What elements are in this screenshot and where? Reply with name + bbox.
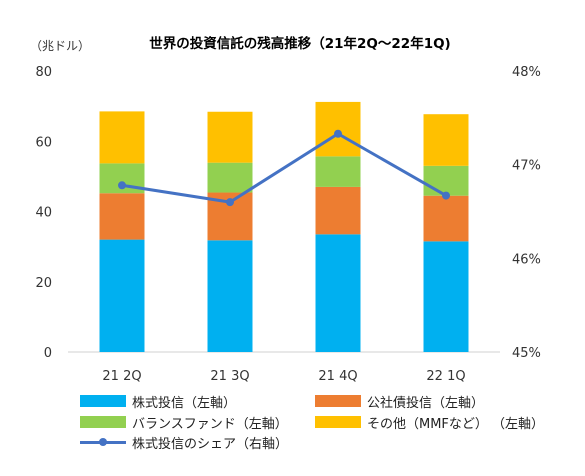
left-axis-tick-label: 20 (35, 276, 52, 291)
share-point (334, 129, 342, 138)
legend-swatch-bond-funds (315, 395, 361, 407)
bar-segment-4 (423, 114, 469, 166)
left-axis-unit-label: （兆ドル） (30, 39, 90, 53)
share-point (442, 191, 450, 200)
bar-segment-3 (315, 156, 361, 187)
bar-segment-1 (207, 240, 253, 352)
legend-label-other-funds: その他（MMFなど） （左軸） (367, 416, 545, 432)
legend-swatch-stock-funds (80, 395, 126, 407)
legend-swatch-balanced-funds (80, 416, 126, 428)
left-axis-tick-label: 40 (35, 206, 52, 221)
right-axis-tick-label: 47% (512, 159, 541, 174)
bar-segment-3 (423, 165, 469, 196)
right-axis-tick-label: 46% (512, 252, 541, 267)
legend-item-stock-funds: 株式投信（左軸） (80, 392, 237, 411)
x-axis-tick-label: 21 3Q (210, 369, 249, 384)
bar-segment-2 (315, 186, 361, 235)
bar-segment-4 (315, 101, 361, 157)
x-axis-tick-label: 21 4Q (318, 369, 357, 384)
bar-segment-4 (207, 111, 253, 163)
left-axis-tick-label: 0 (44, 346, 52, 361)
legend-label-bond-funds: 公社債投信（左軸） (367, 395, 485, 411)
legend-item-stock-share: 株式投信のシェア（右軸） (80, 433, 289, 452)
legend-swatch-other-funds (315, 416, 361, 428)
legend-swatch-stock-share (80, 436, 126, 448)
chart-title: 世界の投資信託の残高推移（21年2Q～22年1Q) (149, 35, 450, 52)
x-axis-tick-label: 21 2Q (102, 369, 141, 384)
legend-label-stock-funds: 株式投信（左軸） (132, 395, 237, 411)
share-point (118, 181, 126, 190)
legend-label-stock-share: 株式投信のシェア（右軸） (132, 436, 289, 452)
bar-segment-2 (99, 193, 145, 240)
right-axis-tick-label: 48% (512, 65, 541, 80)
share-line (121, 132, 447, 204)
bar-segment-3 (207, 162, 253, 193)
legend-label-balanced-funds: バランスファンド（左軸） (132, 416, 288, 432)
x-axis-tick-label: 22 1Q (426, 369, 465, 384)
legend-item-other-funds: その他（MMFなど） （左軸） (315, 413, 545, 432)
share-point (226, 198, 234, 207)
bar-segment-1 (423, 241, 469, 352)
bar-segment-4 (99, 111, 145, 164)
bar-segment-1 (315, 234, 361, 352)
left-axis-tick-label: 60 (35, 135, 52, 150)
left-axis-tick-label: 80 (35, 65, 52, 80)
right-axis-tick-label: 45% (512, 346, 541, 361)
bar-segment-1 (99, 239, 145, 352)
legend-item-bond-funds: 公社債投信（左軸） (315, 392, 485, 411)
bar-segment-2 (423, 195, 469, 242)
legend-item-balanced-funds: バランスファンド（左軸） (80, 413, 288, 432)
